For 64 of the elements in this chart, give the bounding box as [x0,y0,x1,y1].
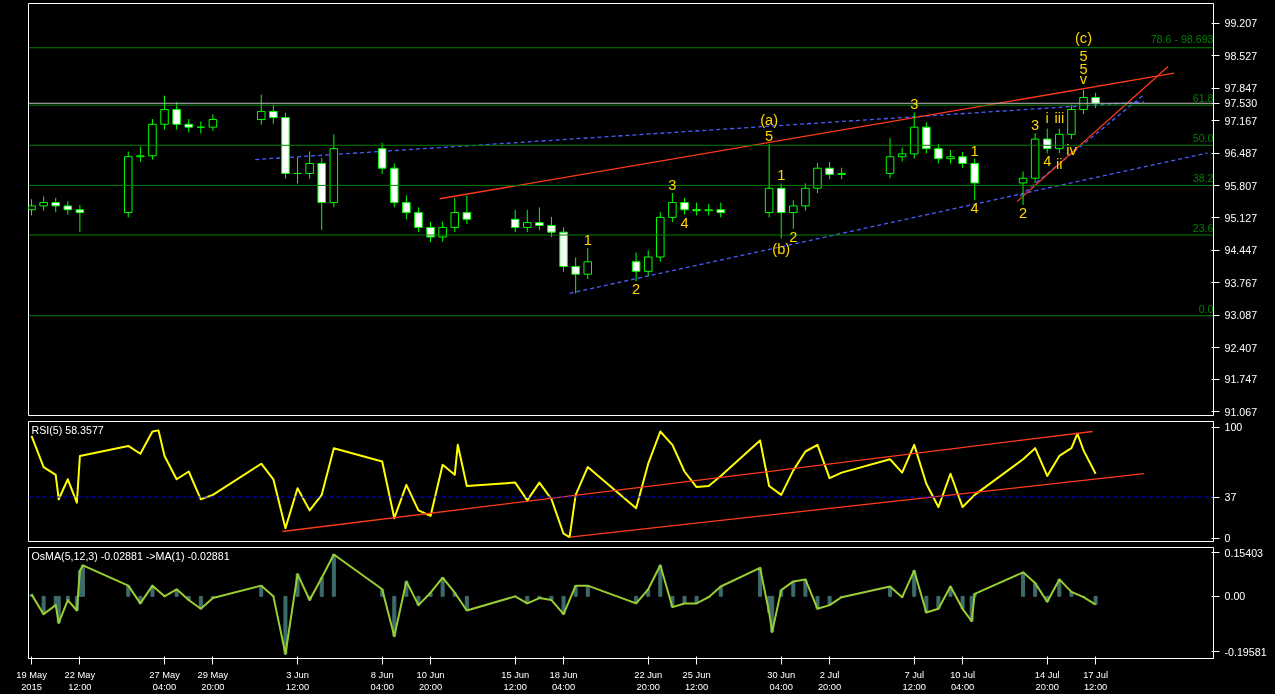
x-tick-label: 10 Jul 04:00 [950,669,976,692]
x-tick-label: 2 Jul 20:00 [817,669,842,692]
annotation: i [1045,109,1049,126]
x-tick-label: 27 May 04:00 [149,669,181,692]
annotation: (a) [760,111,779,128]
x-tick-label: 29 May 20:00 [197,669,229,692]
y-tick-label: 96.487 [1224,147,1258,160]
y-tick-label: 100 [1224,421,1243,434]
chart-title: RSI(5) 58.3577 [31,423,104,436]
y-tick-label: 91.067 [1224,405,1258,418]
y-tick-label: 93.087 [1224,309,1258,322]
y-tick-label: -0.19581 [1224,645,1267,658]
annotation: 1 [777,167,786,184]
annotation: (c) [1074,29,1093,46]
y-tick-label: 97.847 [1224,82,1258,95]
annotation: 1 [583,231,592,248]
y-tick-label: 0.00 [1224,590,1246,603]
annotation: 4 [970,200,979,217]
annotation: iii [1054,109,1065,126]
chart-title: OsMA(5,12,3) -0.02881 ->MA(1) -0.02881 [31,549,230,562]
y-tick-label: 0.15403 [1224,546,1264,559]
y-tick-label: 37 [1224,491,1237,504]
y-tick-label: 94.447 [1224,244,1258,257]
annotation: 4 [680,214,689,231]
y-tick-label: 92.407 [1224,341,1258,354]
y-tick-label: 97.167 [1224,114,1258,127]
annotation: 0.0 [1198,302,1214,315]
y-tick-label: 93.767 [1224,276,1258,289]
annotation: 5 [1079,47,1088,64]
x-tick-label: 8 Jun 04:00 [370,669,394,692]
annotation: 3 [668,177,677,194]
x-tick-label: 30 Jun 04:00 [767,669,796,692]
x-tick-label: 3 Jun 12:00 [285,669,310,692]
annotation: 61.8 [1192,92,1214,105]
y-tick-label: 0 [1224,532,1231,545]
x-tick-label: 19 May 2015 [16,669,48,692]
y-tick-label: 98.527 [1224,49,1258,62]
annotation: 2 [1018,204,1028,221]
annotation: 5 [765,127,774,144]
annotation: 2 [789,228,798,245]
annotation: 3 [1031,117,1040,134]
y-tick-label: 95.807 [1224,179,1258,192]
x-tick-label: 22 May 12:00 [64,669,96,692]
x-tick-label: 22 Jun 20:00 [634,669,663,692]
annotation: (b) [772,241,791,258]
y-tick-label: 99.207 [1224,17,1258,30]
x-tick-label: 10 Jun 20:00 [416,669,445,692]
annotation: 50.0 [1192,132,1214,145]
annotation: 38.2 [1192,172,1214,185]
annotation: 1 [970,142,979,159]
x-tick-label: 25 Jun 12:00 [682,669,711,692]
x-tick-label: 17 Jul 12:00 [1083,669,1109,692]
y-tick-label: 95.127 [1224,212,1258,224]
x-tick-label: 7 Jul 12:00 [902,669,926,692]
y-tick-label: 91.747 [1224,373,1258,386]
annotation: 23.6 [1192,222,1214,235]
annotation: 4 [1043,153,1052,170]
x-tick-label: 14 Jul 20:00 [1034,669,1060,692]
x-tick-label: 18 Jun 04:00 [549,669,578,692]
x-tick-label: 15 Jun 12:00 [501,669,530,692]
y-tick-label: 97.530 [1224,97,1258,110]
annotation: ii [1056,156,1063,173]
annotation: 2 [632,281,641,298]
annotation: 78.6 - 98.693 [1150,32,1214,45]
